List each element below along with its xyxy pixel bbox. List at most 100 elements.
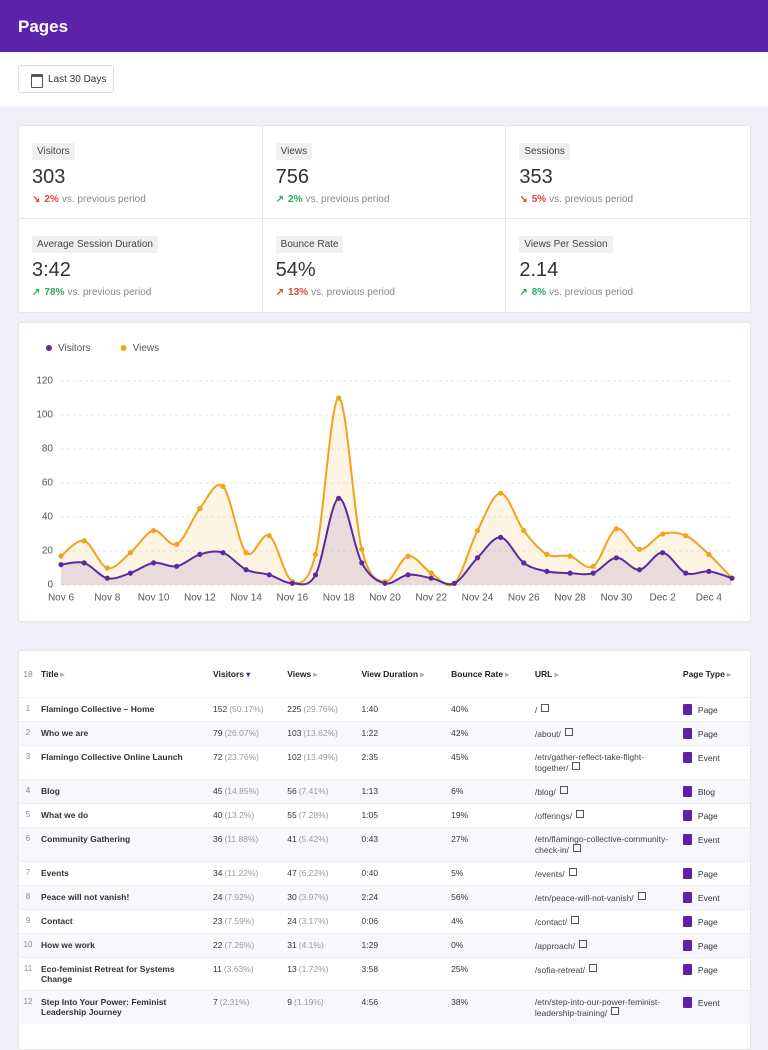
legend-marker bbox=[46, 345, 52, 351]
visitors-pct: (7.92%) bbox=[224, 891, 255, 902]
change-value: 5% bbox=[531, 194, 547, 205]
url-link[interactable]: /offerings/ bbox=[535, 811, 584, 821]
bounce-rate: 25% bbox=[447, 956, 531, 990]
row-number: 6 bbox=[19, 826, 37, 861]
column-label: Bounce Rate bbox=[451, 669, 509, 679]
bounce-rate: 5% bbox=[447, 860, 531, 885]
data-point bbox=[312, 551, 319, 557]
views-cell: 41 (5.42%) bbox=[283, 826, 358, 861]
views-pct: (6.22%) bbox=[298, 867, 329, 878]
data-point bbox=[104, 565, 110, 571]
data-point bbox=[451, 580, 457, 586]
url-link[interactable]: /contact/ bbox=[535, 917, 579, 927]
page-type-cell: Event bbox=[678, 884, 750, 909]
type-icon bbox=[682, 891, 692, 903]
visitors: 23 bbox=[213, 915, 223, 926]
views-cell: 55 (7.28%) bbox=[283, 802, 358, 827]
column-label: View Duration bbox=[362, 669, 425, 679]
column-header[interactable]: Views bbox=[283, 651, 357, 697]
views-pct: (4.1%) bbox=[298, 939, 324, 950]
row-number: 7 bbox=[19, 860, 37, 885]
data-point bbox=[81, 560, 87, 566]
type-icon bbox=[682, 785, 692, 797]
url-link[interactable]: /approach/ bbox=[535, 941, 587, 951]
page-type-cell: Page bbox=[678, 932, 750, 957]
page-title: What we do bbox=[37, 802, 209, 827]
data-point bbox=[382, 580, 388, 586]
url-link[interactable]: / bbox=[535, 705, 549, 715]
column-header[interactable]: URL bbox=[531, 651, 679, 697]
column-header[interactable]: Visitors bbox=[209, 651, 283, 697]
row-number: 5 bbox=[19, 802, 37, 827]
stat-value: 54% bbox=[275, 259, 316, 281]
page-title: How we work bbox=[37, 932, 209, 957]
data-point bbox=[521, 560, 527, 566]
bounce-rate: 6% bbox=[447, 778, 531, 803]
data-point bbox=[498, 490, 504, 496]
column-label: Visitors bbox=[213, 669, 250, 679]
header-row: 18 Title Visitors Views View Duration Bounce … bbox=[19, 651, 750, 697]
column-label: Views bbox=[287, 669, 317, 679]
type-icon bbox=[682, 751, 692, 763]
views-cell: 103 (13.62%) bbox=[283, 720, 358, 745]
views-pct: (13.62%) bbox=[303, 727, 338, 738]
url-link[interactable]: /etn/peace-will-not-vanish/ bbox=[535, 893, 646, 903]
views: 9 bbox=[287, 996, 292, 1007]
data-point bbox=[243, 567, 249, 573]
type-icon bbox=[682, 939, 692, 951]
view-duration: 0:06 bbox=[357, 908, 448, 933]
views: 102 bbox=[287, 751, 302, 762]
y-tick-label: 40 bbox=[42, 512, 54, 523]
page-title: Blog bbox=[37, 778, 209, 803]
chart: 0 20 40 60 80 100 120 Nov 6 Nov 8 Nov 10 Nov 12 Nov… bbox=[36, 343, 735, 604]
row-count: 18 bbox=[23, 668, 33, 679]
url-link[interactable]: /about/ bbox=[535, 729, 573, 739]
table-card: 18 Title Visitors Views View Duration Bounce … bbox=[18, 650, 751, 1050]
page-type-cell: Event bbox=[678, 989, 750, 1024]
visitors-pct: (2.31%) bbox=[219, 996, 250, 1007]
column-header[interactable]: Title bbox=[37, 651, 209, 697]
data-point bbox=[104, 575, 110, 581]
bounce-rate: 56% bbox=[447, 884, 531, 909]
data-point bbox=[127, 550, 134, 556]
date-range-button[interactable]: Last 30 Days bbox=[18, 65, 114, 93]
visitors: 34 bbox=[213, 867, 223, 878]
views-pct: (3.17%) bbox=[298, 915, 329, 926]
data-point bbox=[590, 563, 596, 569]
stat-tile: Visitors 303 ↘ 2% vs. previous period bbox=[19, 126, 263, 219]
url-link[interactable]: /etn/gather-reflect-take-flight-together… bbox=[534, 751, 645, 773]
page-type-cell: Page bbox=[678, 860, 750, 885]
data-point bbox=[567, 553, 573, 559]
data-point bbox=[636, 567, 643, 573]
data-point bbox=[336, 495, 342, 501]
data-point bbox=[428, 570, 434, 576]
url-link[interactable]: /sofia-retreat/ bbox=[535, 965, 597, 975]
url-link[interactable]: /etn/step-into-our-power-feminist-leader… bbox=[534, 996, 661, 1018]
column-header[interactable]: Page Type bbox=[679, 651, 750, 697]
data-point bbox=[58, 553, 64, 559]
change-value: 8% bbox=[531, 287, 547, 298]
stat-value: 3:42 bbox=[32, 259, 71, 281]
change-note: vs. previous period bbox=[67, 287, 152, 298]
data-point bbox=[289, 580, 295, 586]
page-title: Flamingo Collective Online Launch bbox=[37, 744, 209, 779]
page-type: Event bbox=[697, 834, 720, 845]
chart-card: 0 20 40 60 80 100 120 Nov 6 Nov 8 Nov 10 Nov 12 Nov… bbox=[18, 322, 751, 622]
data-point bbox=[498, 534, 504, 540]
data-point bbox=[659, 531, 666, 537]
url-link[interactable]: /events/ bbox=[535, 869, 577, 879]
views-cell: 225 (29.76%) bbox=[283, 696, 358, 721]
column-header[interactable]: Bounce Rate bbox=[447, 651, 531, 697]
page-type-cell: Page bbox=[678, 908, 750, 933]
column-label: Title bbox=[41, 669, 65, 679]
stat-label: Views Per Session bbox=[519, 236, 613, 253]
visitors-pct: (26.07%) bbox=[224, 727, 259, 738]
stat-tile: Average Session Duration 3:42 ↗ 78% vs. prev… bbox=[19, 219, 263, 312]
visitors: 79 bbox=[213, 727, 223, 738]
url-link[interactable]: /etn/flamingo-collective-community-check… bbox=[534, 833, 669, 855]
url-link[interactable]: /blog/ bbox=[535, 787, 568, 797]
column-header[interactable]: View Duration bbox=[358, 651, 448, 697]
data-point bbox=[636, 546, 643, 552]
url-cell: /etn/gather-reflect-take-flight-together… bbox=[530, 744, 679, 779]
data-point bbox=[659, 550, 666, 556]
